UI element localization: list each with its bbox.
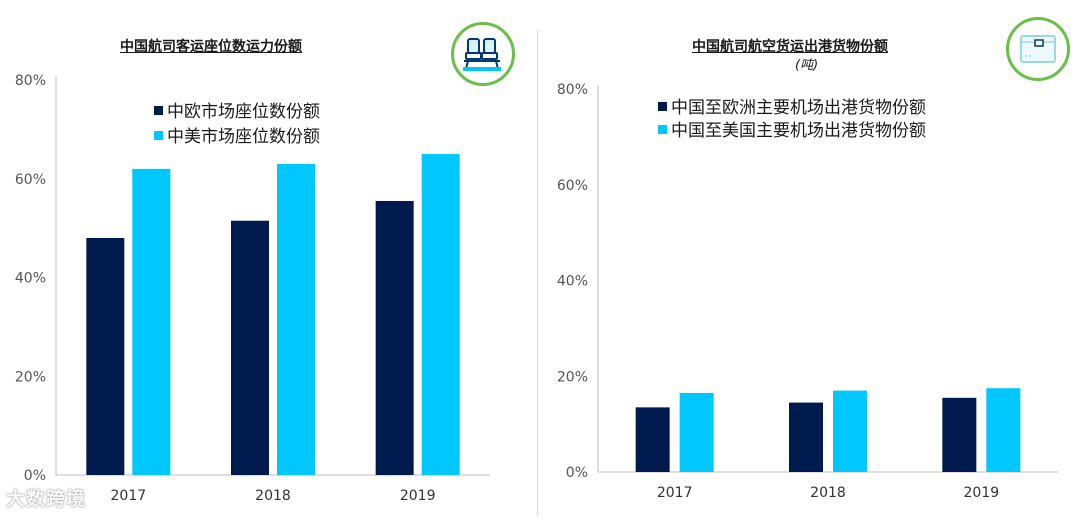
bar: [421, 154, 460, 475]
bar: [635, 407, 670, 472]
y-tick-label: 60%: [15, 172, 46, 188]
chart-subtitle: (吨): [795, 58, 819, 73]
passenger-capacity-chart-panel: 中国航司客运座位数运力份额 0% 20% 40% 60% 80% 2017 2018 2019…: [0, 0, 520, 516]
x-tick-label: 2019: [400, 488, 436, 504]
legend-swatch: [658, 125, 667, 134]
x-tick-label: 2018: [810, 485, 846, 501]
bar: [86, 238, 125, 475]
chart-title: 中国航司客运座位数运力份额: [120, 39, 302, 55]
bar: [789, 402, 823, 472]
bar: [679, 393, 714, 472]
bar: [833, 390, 867, 472]
chart-left-svg: 0% 20% 40% 60% 80% 2017 2018 2019 中欧市场座位数份额中美市场座…: [15, 73, 490, 504]
y-tick-label: 80%: [557, 82, 588, 98]
x-tick-label: 2017: [657, 485, 693, 501]
y-tick-label: 0%: [566, 465, 588, 481]
panel-divider: [537, 30, 538, 516]
chart-title: 中国航司航空货运出港货物份额: [692, 39, 888, 55]
legend-label: 中国至美国主要机场出港货物份额: [671, 121, 926, 141]
legend-label: 中国至欧洲主要机场出港货物份额: [671, 98, 926, 118]
y-tick-label: 20%: [557, 369, 588, 385]
legend-label: 中美市场座位数份额: [167, 127, 320, 147]
y-tick-label: 0%: [24, 468, 46, 484]
legend-swatch: [658, 102, 667, 111]
bar: [277, 163, 315, 475]
y-tick-label: 40%: [15, 271, 46, 287]
y-tick-label: 80%: [15, 73, 46, 89]
cargo-share-chart-panel: 中国航司航空货运出港货物份额 (吨) 0% 20% 40% 60% 80% 2017 201…: [548, 0, 1080, 516]
y-tick-label: 20%: [15, 369, 46, 385]
x-tick-label: 2018: [255, 488, 291, 504]
y-tick-label: 60%: [557, 178, 588, 194]
legend-label: 中欧市场座位数份额: [167, 102, 320, 122]
y-tick-label: 40%: [557, 274, 588, 290]
airplane-seats-icon: [451, 22, 515, 86]
x-tick-label: 2017: [111, 488, 147, 504]
bar: [986, 388, 1021, 472]
watermark: 大数跨境: [6, 488, 87, 510]
bar: [942, 397, 977, 472]
chart-right-svg: 0% 20% 40% 60% 80% 2017 2018 2019 中国至欧洲主要机场出港货物份…: [557, 82, 1058, 501]
cargo-box-icon: [1006, 17, 1070, 81]
bar: [132, 168, 171, 475]
bar: [231, 220, 269, 475]
legend-swatch: [154, 106, 163, 115]
legend-swatch: [154, 131, 163, 140]
bar: [375, 200, 414, 475]
x-tick-label: 2019: [964, 485, 1000, 501]
